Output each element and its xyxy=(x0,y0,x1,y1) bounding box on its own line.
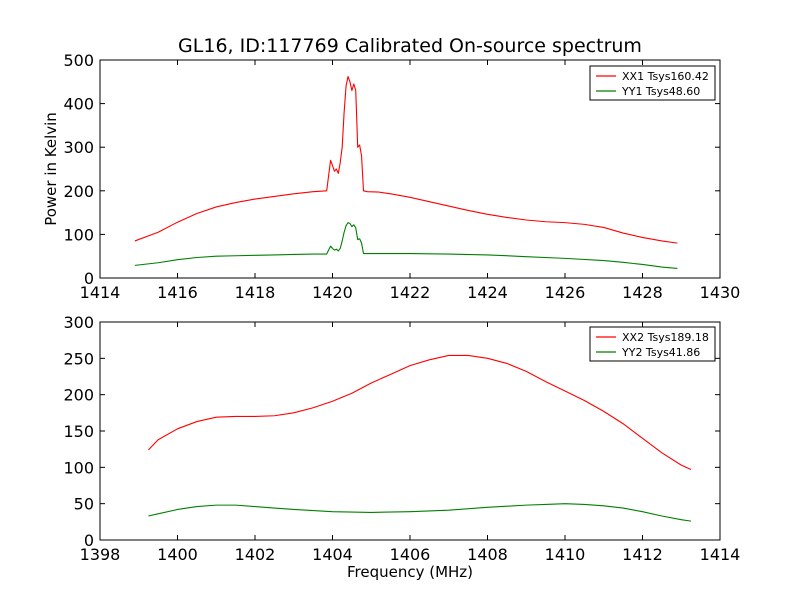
panel2-xtick-label: 1404 xyxy=(312,545,353,564)
panel1-ylabel: Power in Kelvin xyxy=(42,112,60,226)
panel2-ytick-label: 300 xyxy=(63,313,94,332)
panel1-ytick-label: 0 xyxy=(84,269,94,288)
panel1-ytick-label: 100 xyxy=(63,225,94,244)
panel2-xtick-label: 1400 xyxy=(157,545,198,564)
panel1-ytick-label: 200 xyxy=(63,182,94,201)
panel1-xtick-label: 1416 xyxy=(157,283,198,302)
panel1-series-1-line xyxy=(134,76,678,244)
panel1-series-2-line xyxy=(134,222,678,269)
panel1-ytick-label: 300 xyxy=(63,138,94,157)
panel1-xtick-label: 1420 xyxy=(312,283,353,302)
panel1-xtick-label: 1430 xyxy=(700,283,741,302)
panel1-legend-box xyxy=(589,65,716,101)
panel2-xtick-label: 1410 xyxy=(545,545,586,564)
panel2-ytick-label: 200 xyxy=(63,386,94,405)
panel2-series-1-line xyxy=(148,354,692,471)
panel1-title: GL16, ID:117769 Calibrated On-source spe… xyxy=(178,35,642,57)
panel2-ytick-label: 50 xyxy=(74,495,94,514)
panel2-ytick-label: 100 xyxy=(63,458,94,477)
panel2-legend-label-2: YY2 Tsys41.86 xyxy=(621,346,700,359)
panel2-ytick-label: 250 xyxy=(63,349,94,368)
panel1-legend-label-2: YY1 Tsys48.60 xyxy=(621,85,700,98)
panel2-series-2-line xyxy=(148,503,692,522)
panel1-xtick-label: 1414 xyxy=(80,283,121,302)
panel2-xtick-label: 1406 xyxy=(390,545,431,564)
panel2-ytick-label: 150 xyxy=(63,422,94,441)
panel1-xtick-label: 1426 xyxy=(545,283,586,302)
panel2-legend-box xyxy=(589,326,716,362)
panel2-xlabel: Frequency (MHz) xyxy=(347,563,473,581)
panel2-xtick-label: 1414 xyxy=(700,545,741,564)
panel1-ytick-label: 400 xyxy=(63,95,94,114)
panel1-xtick-label: 1422 xyxy=(390,283,431,302)
panel2-legend-label-1: XX2 Tsys189.18 xyxy=(622,331,709,344)
panel2-ytick-label: 0 xyxy=(84,531,94,550)
panel1-xtick-label: 1418 xyxy=(235,283,276,302)
panel1-legend-label-1: XX1 Tsys160.42 xyxy=(622,70,709,83)
panel1-xtick-label: 1424 xyxy=(467,283,508,302)
panel2-xtick-label: 1398 xyxy=(80,545,121,564)
panel1-ytick-label: 500 xyxy=(63,51,94,70)
panel2-xtick-label: 1402 xyxy=(235,545,276,564)
panel1-xtick-label: 1428 xyxy=(622,283,663,302)
panel2-xtick-label: 1412 xyxy=(622,545,663,564)
panel2-xtick-label: 1408 xyxy=(467,545,508,564)
